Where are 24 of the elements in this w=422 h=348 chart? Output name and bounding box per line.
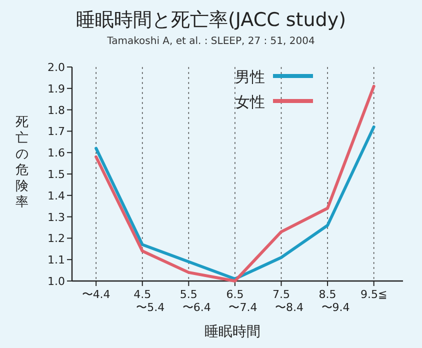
xtick: 4.5 〜5.4 [134, 288, 165, 314]
ytick: 1.7 [48, 125, 65, 138]
ylabel: 死亡の危険率 [16, 115, 28, 210]
ytick: 1.9 [48, 82, 65, 96]
ytick: 1.1 [48, 254, 65, 267]
ytick: 1.3 [48, 210, 65, 224]
ytick: 1.4 [48, 189, 65, 202]
xlabel: 睡眠時間 [204, 324, 260, 340]
ytick: 1.6 [48, 146, 65, 160]
xtick: 7.5 〜8.4 [272, 288, 304, 314]
xtick: 9.5≦ [360, 288, 388, 301]
ytick: 1.2 [48, 232, 65, 246]
legend-label: 女性 [235, 93, 265, 111]
ytick: 1.5 [48, 168, 65, 181]
ytick: 1.8 [48, 104, 65, 117]
xtick: 〜4.4 [82, 288, 110, 301]
ytick: 1.0 [48, 275, 65, 288]
xtick: 5.5 〜6.4 [180, 288, 211, 314]
subtitle: Tamakoshi A, et al. : SLEEP, 27 : 51, 2004 [107, 36, 315, 47]
ytick: 2.0 [48, 61, 65, 74]
xtick: 8.5 〜9.4 [318, 288, 350, 314]
title: 睡眠時間と死亡率(JACC study) [76, 9, 346, 31]
xtick: 6.5 〜7.4 [226, 288, 258, 314]
legend-label: 男性 [235, 68, 265, 86]
